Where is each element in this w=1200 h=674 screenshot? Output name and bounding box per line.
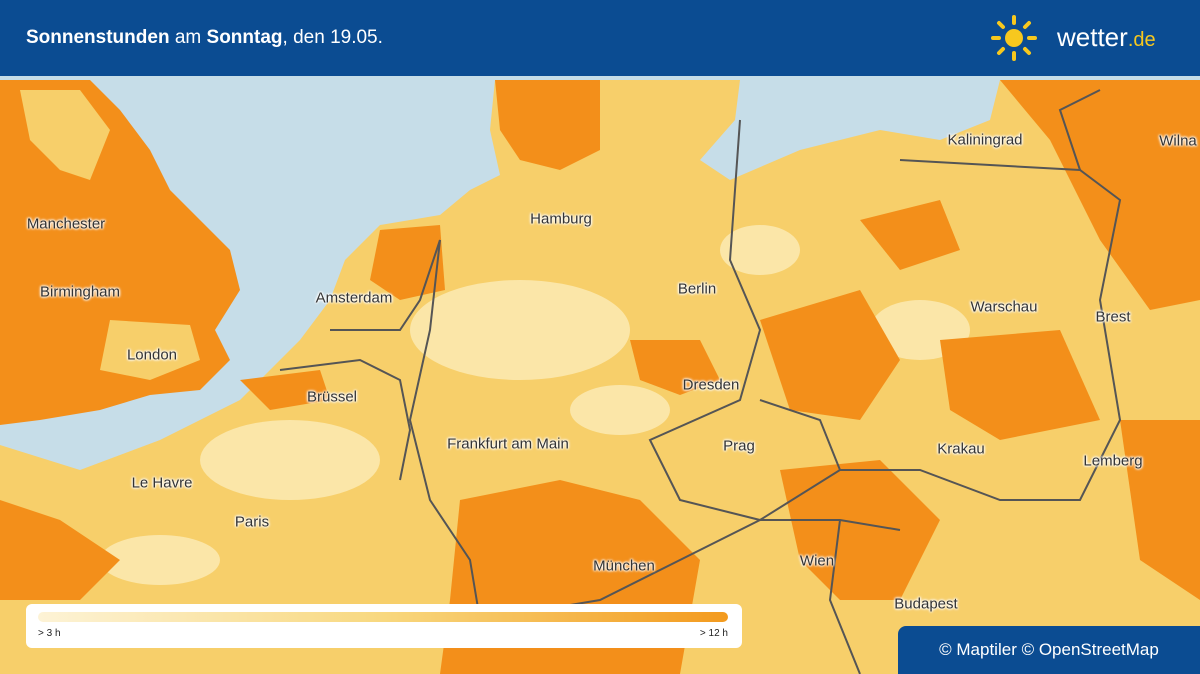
city-label: Budapest: [894, 595, 958, 613]
logo-sun: [991, 15, 1037, 61]
city-label: Krakau: [937, 440, 985, 458]
city-label: Birmingham: [39, 283, 121, 301]
city-label: Dresden: [682, 376, 740, 394]
city-label: Warschau: [970, 298, 1038, 316]
title-part: am: [174, 27, 202, 48]
city-label: Wien: [799, 552, 835, 570]
city-label: Manchester: [26, 215, 106, 233]
logo-name: wetter: [1057, 22, 1128, 52]
city-label: Hamburg: [530, 210, 592, 228]
title-part: Sonntag: [206, 27, 283, 48]
map: [0, 76, 1200, 674]
title-part: Sonnenstunden: [26, 27, 170, 48]
legend-gradient: [38, 612, 728, 622]
city-label: Amsterdam: [315, 289, 393, 307]
city-label: Brüssel: [306, 388, 358, 406]
city-label: Le Havre: [131, 474, 193, 492]
city-label: Berlin: [677, 280, 717, 298]
city-label: Wilna: [1159, 132, 1197, 150]
title: Sonnenstunden am Sonntag, den 19.05.: [26, 27, 383, 49]
city-label: Kaliningrad: [947, 131, 1023, 149]
legend-min: > 3 h: [38, 628, 61, 639]
logo-tld: .de: [1127, 29, 1156, 51]
city-label: Prag: [723, 437, 755, 455]
city-label: London: [126, 346, 178, 364]
city-label: Brest: [1095, 308, 1131, 326]
city-label: München: [593, 557, 655, 575]
city-label: Lemberg: [1083, 452, 1143, 470]
attribution: © Maptiler © OpenStreetMap: [898, 626, 1200, 674]
legend: > 3 h > 12 h: [26, 604, 742, 648]
city-label: Paris: [234, 513, 270, 531]
city-label: Frankfurt am Main: [447, 435, 569, 453]
logo-text: wetter.de: [1057, 22, 1156, 53]
title-part: , den 19.05.: [282, 27, 383, 48]
header: Sonnenstunden am Sonntag, den 19.05. wet…: [0, 0, 1200, 76]
legend-max: > 12 h: [699, 628, 728, 639]
